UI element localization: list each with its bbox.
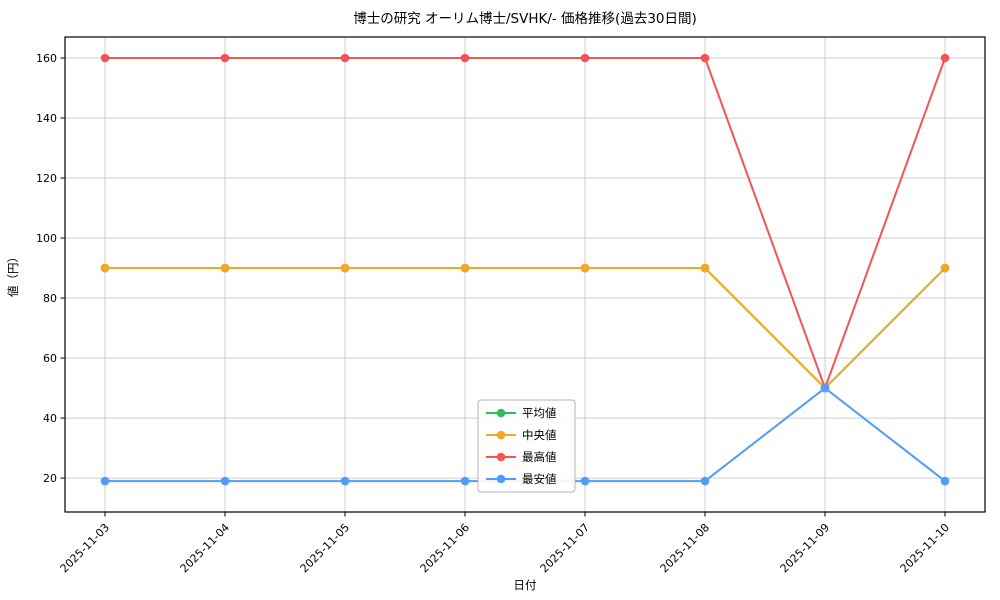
legend-marker-0 [496,408,506,418]
x-tick-label: 2025-11-09 [778,521,832,575]
series-marker-2 [940,53,950,63]
series-marker-1 [940,263,950,273]
series-marker-2 [700,53,710,63]
legend-label-2: 最高値 [522,450,557,464]
series-marker-2 [460,53,470,63]
series-marker-3 [460,476,470,486]
y-tick-label: 160 [36,52,57,65]
series-marker-3 [820,383,830,393]
series-line-2 [105,57,946,390]
x-tick-label: 2025-11-08 [658,521,712,575]
y-tick-label: 100 [36,232,57,245]
y-tick-label: 120 [36,172,57,185]
series-marker-3 [940,476,950,486]
y-axis-label: 値（円） [6,251,20,297]
chart-title: 博士の研究 オーリム博士/SVHK/- 価格推移(過去30日間) [353,10,697,27]
x-tick-label: 2025-11-03 [58,521,112,575]
legend-label-1: 中央値 [522,428,557,442]
y-tick-label: 40 [43,412,57,425]
x-tick-label: 2025-11-07 [538,521,592,575]
legend-marker-2 [496,452,506,462]
y-tick-label: 80 [43,292,57,305]
series-marker-1 [100,263,110,273]
series-marker-3 [220,476,230,486]
series-marker-3 [340,476,350,486]
series-marker-1 [580,263,590,273]
y-tick-label: 60 [43,352,57,365]
x-tick-label: 2025-11-10 [898,521,952,575]
series-marker-1 [700,263,710,273]
legend-marker-1 [496,430,506,440]
series-marker-1 [220,263,230,273]
plot-area: 20 40 60 80 100 120 140 160 2025-11-03 2025-11-04… [36,36,986,575]
series-marker-3 [100,476,110,486]
y-tick-label: 20 [43,472,57,485]
series-marker-2 [100,53,110,63]
series-marker-3 [580,476,590,486]
series-line-1 [105,267,946,390]
series-marker-1 [460,263,470,273]
legend-label-3: 最安値 [522,472,557,486]
series-marker-1 [340,263,350,273]
series-marker-3 [700,476,710,486]
x-tick-label: 2025-11-06 [418,521,472,575]
series-marker-2 [580,53,590,63]
series-marker-2 [220,53,230,63]
x-tick-label: 2025-11-04 [178,521,232,575]
legend-label-0: 平均値 [522,406,557,420]
plot-border [64,36,986,513]
series-marker-2 [340,53,350,63]
legend-box [477,399,576,493]
x-tick-label: 2025-11-05 [298,521,352,575]
legend-marker-3 [496,474,506,484]
x-axis-label: 日付 [514,578,537,592]
y-tick-label: 140 [36,112,57,125]
